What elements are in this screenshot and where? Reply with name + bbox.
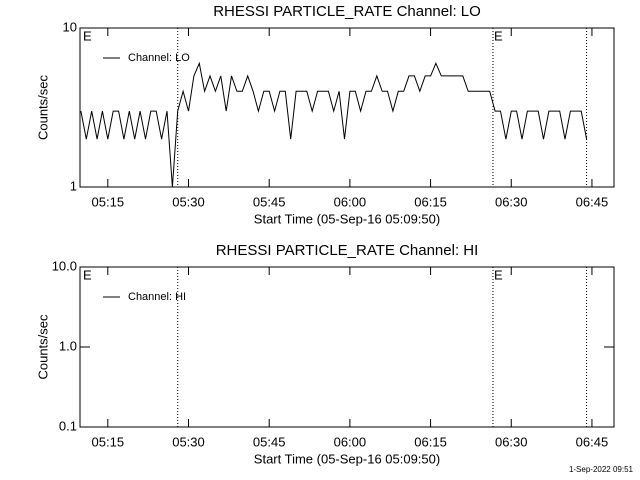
x-tick-label: 05:30 — [172, 434, 205, 449]
data-line — [80, 61, 588, 188]
x-tick-label: 05:15 — [92, 434, 125, 449]
x-tick-label: 06:45 — [576, 194, 609, 209]
x-tick-label: 06:15 — [414, 194, 447, 209]
y-axis-label: Counts/sec — [35, 314, 50, 380]
legend-label: Channel: HI — [128, 291, 186, 303]
x-tick-label: 06:00 — [334, 434, 367, 449]
x-tick-label: 05:45 — [253, 434, 286, 449]
x-tick-label: 06:30 — [495, 434, 528, 449]
footer: 1-Sep-2022 09:51 — [569, 465, 634, 474]
y-tick-label: 1.0 — [59, 338, 77, 353]
annotation: E — [494, 28, 503, 43]
x-tick-label: 06:15 — [414, 434, 447, 449]
y-axis-label: Counts/sec — [35, 74, 50, 140]
annotation: E — [83, 28, 92, 43]
x-tick-label: 06:45 — [576, 434, 609, 449]
y-tick-label: 1 — [70, 178, 77, 193]
x-axis-label: Start Time (05-Sep-16 05:09:50) — [254, 451, 440, 466]
annotation: E — [83, 267, 92, 282]
x-axis-label: Start Time (05-Sep-16 05:09:50) — [254, 211, 440, 226]
y-tick-label: 10 — [63, 19, 77, 34]
x-tick-label: 06:30 — [495, 194, 528, 209]
chart-title: RHESSI PARTICLE_RATE Channel: LO — [213, 3, 481, 20]
legend-label: Channel: LO — [128, 52, 190, 64]
y-tick-label: 0.1 — [59, 418, 77, 433]
x-tick-label: 06:00 — [334, 194, 367, 209]
x-tick-label: 05:15 — [92, 194, 125, 209]
x-tick-label: 05:45 — [253, 194, 286, 209]
x-tick-label: 05:30 — [172, 194, 205, 209]
y-tick-label: 10.0 — [52, 258, 77, 273]
annotation: E — [494, 267, 503, 282]
plot-frame — [79, 27, 615, 188]
chart-title: RHESSI PARTICLE_RATE Channel: HI — [216, 242, 479, 259]
